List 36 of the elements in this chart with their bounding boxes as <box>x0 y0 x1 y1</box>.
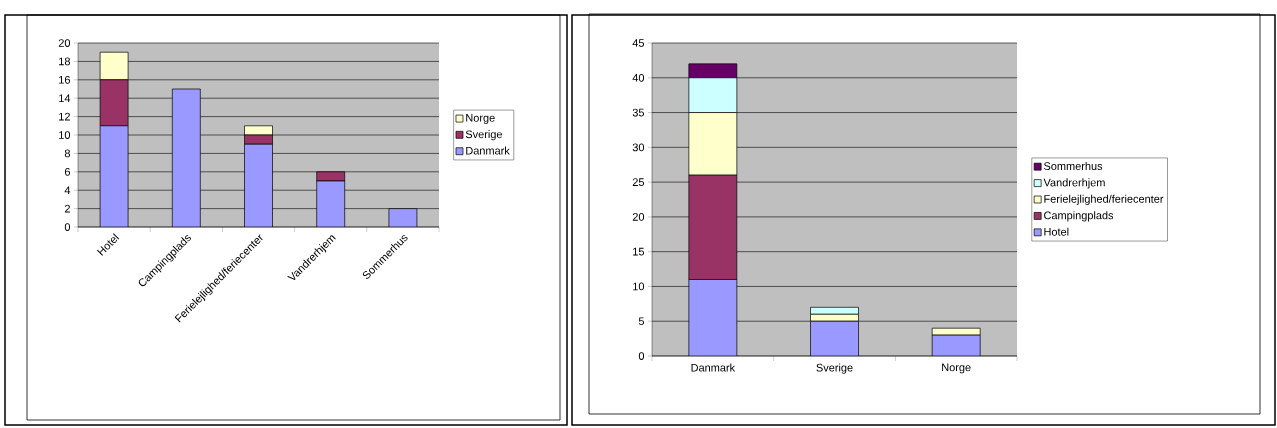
bar <box>99 125 129 228</box>
y-tick-label: 18 <box>59 57 70 66</box>
x-tick-label: Norge <box>942 363 971 374</box>
bar <box>244 143 273 228</box>
y-tick-label: 5 <box>638 317 645 326</box>
y-tick-label: 2 <box>64 204 70 213</box>
y-tick-label: 20 <box>58 39 71 47</box>
legend-label: Vandrerhjem <box>1043 178 1105 189</box>
bar <box>171 88 201 228</box>
y-tick-label: 6 <box>64 167 70 176</box>
y-tick-label: 10 <box>633 282 645 291</box>
legend-label: Sverige <box>465 130 502 141</box>
x-tick-label: Danmark <box>691 363 736 372</box>
y-tick-label: 12 <box>59 112 70 121</box>
legend-label: Sommerhus <box>1044 161 1103 170</box>
y-tick-label: 8 <box>64 149 70 158</box>
y-tick-label: 20 <box>632 213 645 221</box>
y-tick-label: 25 <box>632 178 645 186</box>
legend-label: Ferielejlighed/feriecenter <box>1044 194 1164 205</box>
x-tick-label: Sverige <box>816 363 853 374</box>
y-tick-label: 30 <box>632 143 645 152</box>
legend-label: Norge <box>466 114 495 124</box>
y-tick-label: 14 <box>59 94 71 102</box>
y-tick-label: 40 <box>632 73 645 82</box>
y-tick-label: 10 <box>59 131 71 139</box>
legend-label: Hotel <box>1044 227 1069 236</box>
legend-label: Campingplads <box>1044 211 1114 222</box>
bar <box>316 180 346 228</box>
y-tick-label: 45 <box>632 39 645 47</box>
y-tick-label: 15 <box>633 247 645 256</box>
y-tick-label: 0 <box>64 223 71 231</box>
y-tick-label: 16 <box>59 75 70 84</box>
y-tick-label: 35 <box>632 108 645 117</box>
y-tick-label: 0 <box>638 352 645 360</box>
legend-label: Danmark <box>466 146 510 155</box>
y-tick-label: 4 <box>64 186 71 194</box>
